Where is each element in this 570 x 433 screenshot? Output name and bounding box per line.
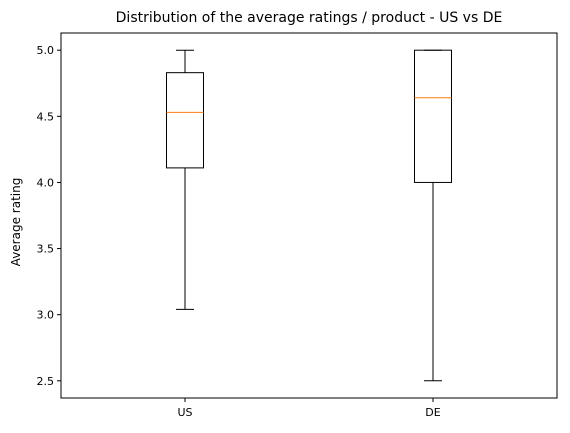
box-de (414, 49, 452, 382)
y-tick-label: 3.0 (37, 309, 55, 322)
iqr-box (166, 72, 204, 169)
plot-frame (60, 32, 558, 399)
x-axis: US DE (177, 398, 441, 419)
chart-title: Distribution of the average ratings / pr… (116, 10, 503, 26)
y-tick-label: 5.0 (37, 44, 55, 57)
y-axis: 2.5 3.0 3.5 4.0 4.5 5.0 (37, 44, 61, 388)
boxes (166, 49, 452, 382)
box-us (166, 49, 204, 310)
iqr-box (414, 49, 452, 183)
y-tick-label: 4.0 (37, 176, 55, 189)
x-tick-label: DE (425, 406, 440, 419)
y-axis-label: Average rating (9, 178, 23, 267)
y-tick-label: 3.5 (37, 243, 55, 256)
x-tick-label: US (177, 406, 192, 419)
y-tick-label: 4.5 (37, 110, 55, 123)
y-tick-label: 2.5 (37, 375, 55, 388)
